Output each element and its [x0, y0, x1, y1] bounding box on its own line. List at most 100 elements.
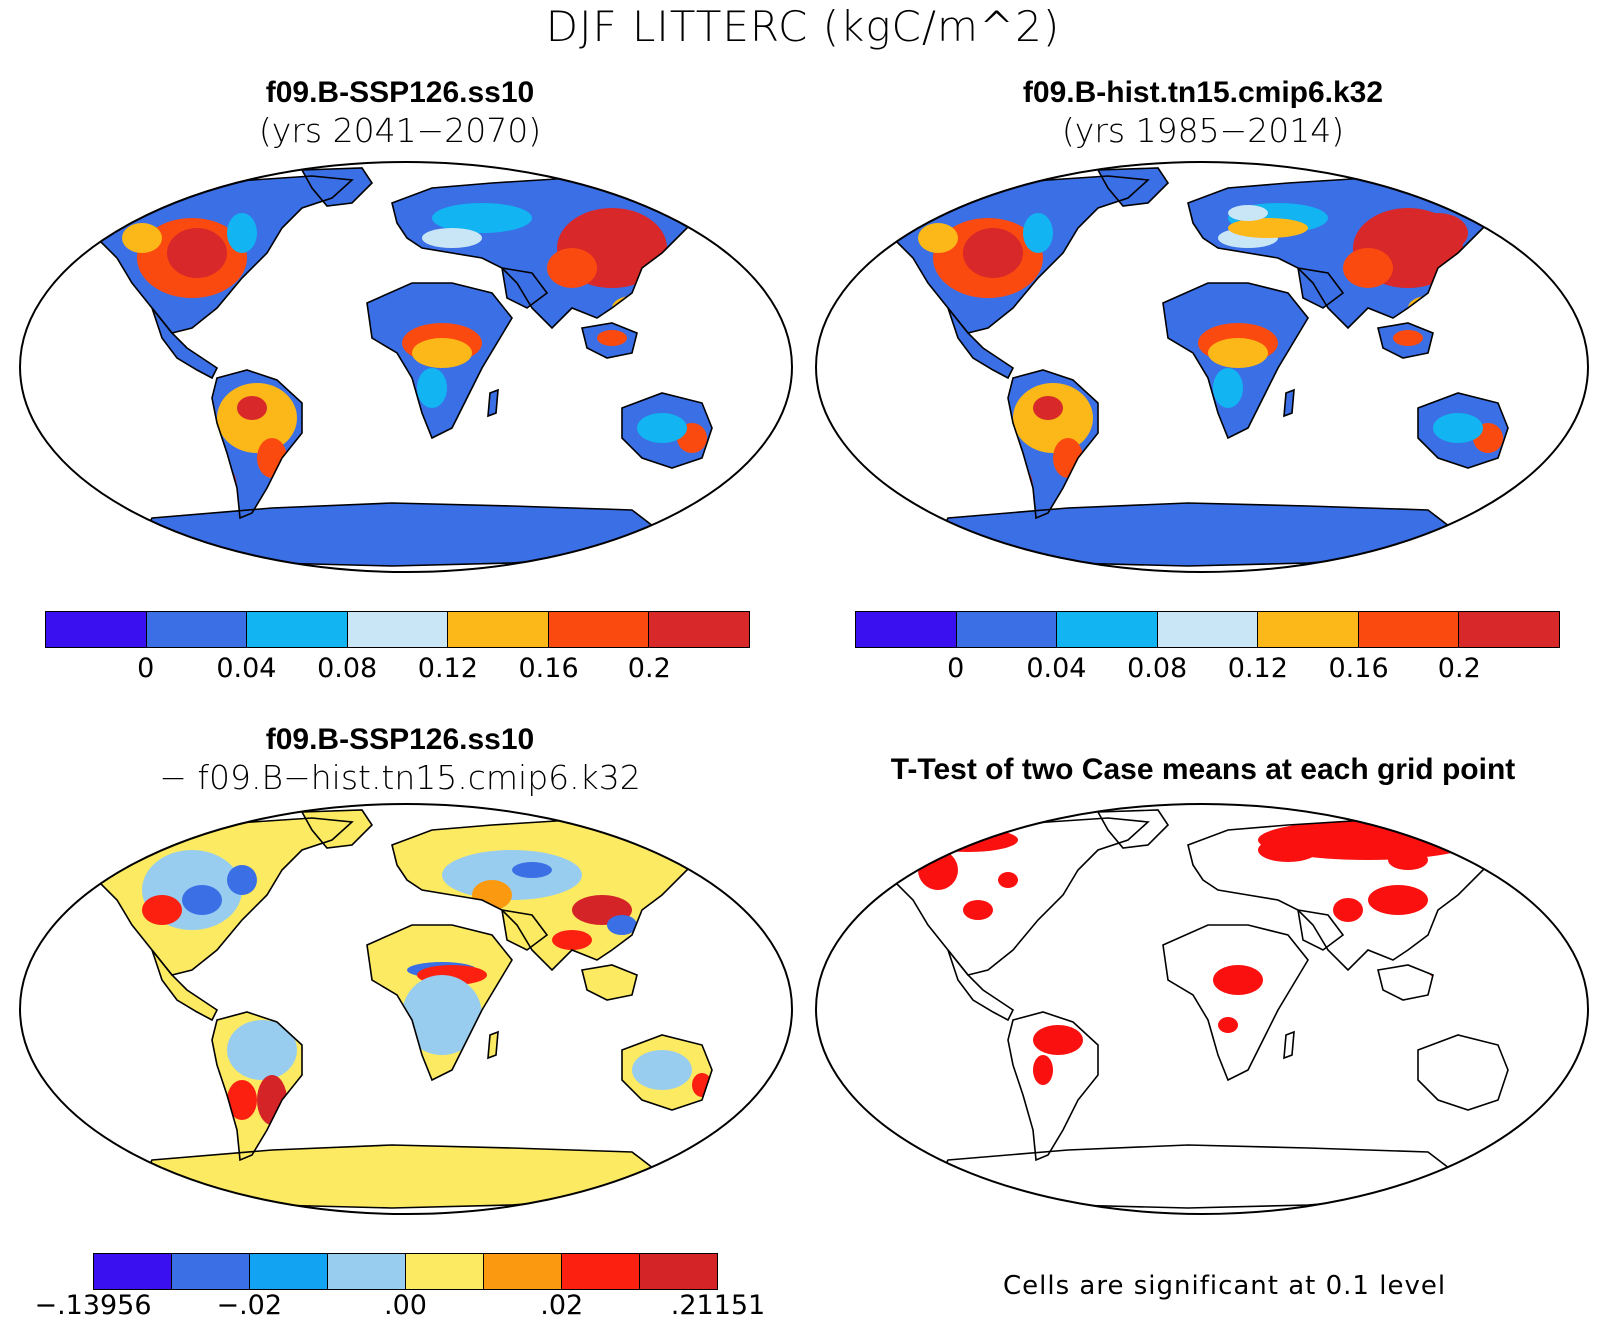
- coastline-madagascar: [487, 388, 499, 418]
- field-patch: [637, 413, 687, 443]
- colorbar-tick-max: .21151: [670, 1290, 766, 1321]
- colorbar-top-right-ticks: 0 0.04 0.08 0.12 0.16 0.2: [855, 653, 1560, 689]
- coastline-australia: [621, 392, 713, 469]
- field-patch: [1388, 850, 1428, 870]
- coastline-arabia: [1297, 267, 1345, 309]
- coastline-africa: [366, 924, 513, 1082]
- panel-title-bottom-right: T-Test of two Case means at each grid po…: [800, 752, 1606, 788]
- field-patch: [417, 368, 447, 408]
- field-patch: [167, 228, 227, 278]
- colorbar-tick-label: 0.2: [627, 653, 671, 684]
- field-patch: [217, 468, 237, 508]
- coastline-africa: [366, 282, 513, 440]
- field-patch: [1333, 898, 1363, 922]
- field-patch: [237, 396, 267, 420]
- field-patch: [1208, 338, 1268, 368]
- coastline-africa: [1162, 282, 1309, 440]
- field-patch: [963, 900, 993, 920]
- panel-title-bottom-left-case: f09.B-SSP126.ss10: [265, 723, 535, 756]
- field-patch: [998, 872, 1018, 888]
- colorbar-top-left-ticks: 0 0.04 0.08 0.12 0.16 0.2: [45, 653, 750, 689]
- field-patch: [432, 203, 532, 233]
- colorbar-tick-label: 0.08: [1127, 653, 1188, 684]
- colorbar-swatch: [406, 1254, 484, 1289]
- coastline-arabia: [1297, 909, 1345, 951]
- colorbar-tick-label: 0.04: [216, 653, 277, 684]
- colorbar-swatch: [856, 612, 957, 647]
- significance-note: Cells are significant at 0.1 level: [1003, 1271, 1447, 1301]
- coastline-greenland: [300, 167, 374, 207]
- colorbar-swatch: [1459, 612, 1560, 647]
- field-patch: [227, 1080, 257, 1120]
- colorbar-swatch: [562, 1254, 640, 1289]
- colorbar-swatch: [250, 1254, 328, 1289]
- field-patch: [1033, 1055, 1053, 1085]
- coastline-seasia: [1377, 322, 1434, 359]
- field-patch: [402, 975, 482, 1055]
- coastline-australia: [1417, 392, 1509, 469]
- panel-title-bottom-left-diff: − f09.B−hist.tn15.cmip6.k32: [159, 758, 641, 797]
- map-frame: [19, 803, 793, 1215]
- colorbar-swatch: [1258, 612, 1359, 647]
- coastline-australia: [621, 1034, 713, 1111]
- field-patch: [422, 228, 482, 248]
- field-patch: [122, 223, 162, 253]
- panel-title-top-right-years: (yrs 1985−2014): [1061, 111, 1345, 150]
- panel-title-top-left: f09.B-SSP126.ss10 (yrs 2041−2070): [0, 75, 800, 151]
- field-patch: [1408, 213, 1468, 253]
- field-patch: [382, 900, 482, 920]
- colorbar-swatch: [146, 612, 248, 647]
- field-patch: [227, 865, 257, 895]
- coastline-sa: [1007, 1011, 1099, 1162]
- colorbar-swatch: [46, 612, 147, 647]
- coastline-greenland: [300, 809, 374, 849]
- field-patch: [632, 1050, 692, 1090]
- field-patch: [1228, 205, 1268, 221]
- colorbar-bottom-left-ticks: −.13956 −.02 .00 .02 .21151: [34, 1290, 765, 1323]
- field-patch: [1343, 248, 1393, 288]
- coastline-madagascar: [1283, 1030, 1295, 1060]
- colorbar-swatch: [1057, 612, 1158, 647]
- colorbar-swatch: [484, 1254, 562, 1289]
- field-patch: [227, 1020, 297, 1080]
- colorbar-swatch: [347, 612, 449, 647]
- colorbar-swatch: [94, 1254, 172, 1289]
- coastline-greenland: [1096, 809, 1170, 849]
- coastline-seasia: [581, 322, 638, 359]
- field-patch: [1218, 1017, 1238, 1033]
- coastline-arabia: [501, 267, 549, 309]
- colorbar-swatch: [448, 612, 549, 647]
- colorbar-tick-label: 0: [137, 653, 155, 684]
- field-patch: [1428, 962, 1448, 978]
- colorbar-tick-label: 0.04: [1026, 653, 1087, 684]
- field-patch: [547, 248, 597, 288]
- field-patch: [412, 338, 472, 368]
- panel-title-bottom-left: f09.B-SSP126.ss10 − f09.B−hist.tn15.cmip…: [0, 722, 800, 798]
- map-frame: [815, 803, 1589, 1215]
- colorbar-tick-min: −.13956: [34, 1290, 152, 1321]
- colorbar-tick-label: 0.12: [417, 653, 478, 684]
- field-patch: [918, 850, 958, 890]
- field-patch: [1023, 213, 1053, 253]
- colorbar-tick-label: 0.16: [518, 653, 579, 684]
- coastline-sa: [211, 369, 303, 520]
- colorbar-tick-label: 0.2: [1437, 653, 1481, 684]
- field-patch: [142, 895, 182, 925]
- field-patch: [612, 296, 652, 320]
- coastline-madagascar: [487, 1030, 499, 1060]
- colorbar-tick-pos: .02: [540, 1290, 584, 1321]
- colorbar-bottom-left: [93, 1253, 718, 1290]
- panel-title-top-right: f09.B-hist.tn15.cmip6.k32 (yrs 1985−2014…: [800, 75, 1606, 151]
- colorbar-swatch: [640, 1254, 717, 1289]
- field-patch: [512, 862, 552, 878]
- coastline-australia: [1417, 1034, 1509, 1111]
- panel-title-top-right-case: f09.B-hist.tn15.cmip6.k32: [1022, 76, 1384, 109]
- panel-title-bottom-right-ttest: T-Test of two Case means at each grid po…: [890, 753, 1516, 786]
- field-patch: [1213, 368, 1243, 408]
- field-patch: [442, 850, 582, 900]
- field-patch: [607, 915, 637, 935]
- coastline-seasia: [581, 964, 638, 1001]
- coastline-central: [947, 949, 1015, 1022]
- field-patch: [1033, 1025, 1083, 1055]
- field-patch: [1013, 468, 1033, 508]
